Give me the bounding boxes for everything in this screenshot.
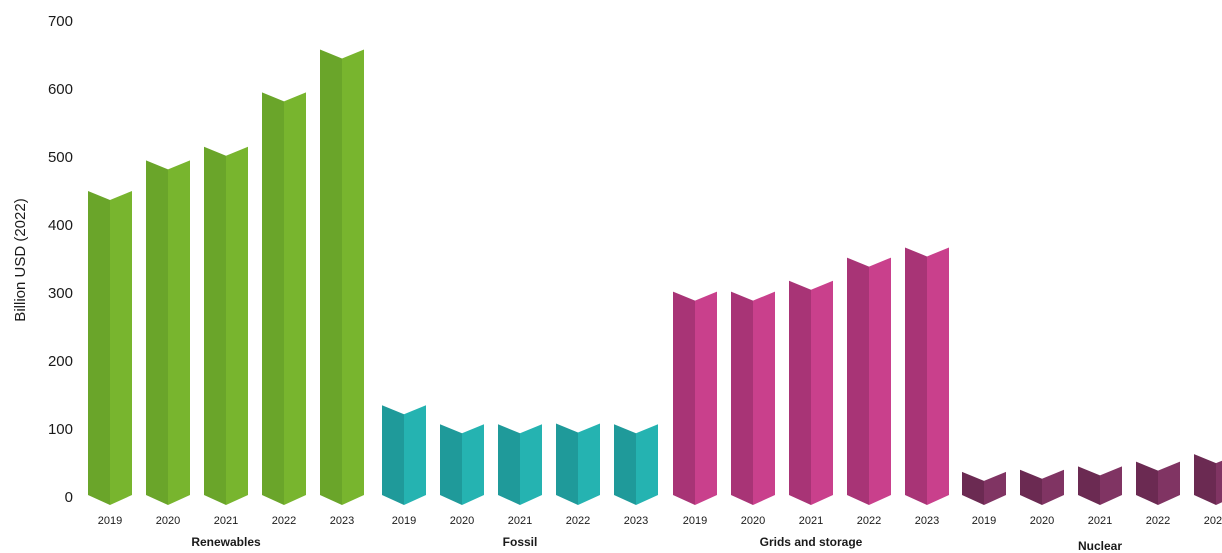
bar-right-face xyxy=(342,49,364,506)
bar-left-face xyxy=(962,471,984,505)
bar-left-face xyxy=(88,191,110,505)
y-tick-label: 0 xyxy=(65,489,73,506)
bar-right-face xyxy=(1100,466,1122,505)
x-tick-label: 2020 xyxy=(741,515,765,527)
bar-right-face xyxy=(578,423,600,505)
bar-left-face xyxy=(847,257,869,505)
y-tick-label: 100 xyxy=(48,421,73,438)
x-tick-label: 2019 xyxy=(972,515,996,527)
bar-right-face xyxy=(1158,461,1180,505)
bar-right-face xyxy=(404,405,426,505)
x-tick-label: 2019 xyxy=(683,515,707,527)
x-tick-label: 2021 xyxy=(508,515,532,527)
group-labels: Renewables Fossil Grids and storage Nuclear xyxy=(191,535,1122,553)
bars xyxy=(88,49,1222,506)
bar-right-face xyxy=(753,291,775,505)
bar-right-face xyxy=(284,92,306,506)
y-tick-label: 400 xyxy=(48,217,73,234)
bar-left-face xyxy=(1078,466,1100,505)
y-tick-label: 600 xyxy=(48,81,73,98)
bar-right-face xyxy=(927,247,949,505)
x-tick-label: 2021 xyxy=(799,515,823,527)
x-tick-label: 2023 xyxy=(624,515,648,527)
x-tick-label: 2019 xyxy=(98,515,122,527)
y-axis-title: Billion USD (2022) xyxy=(12,198,29,321)
bar-left-face xyxy=(905,247,927,505)
bar-right-face xyxy=(520,424,542,505)
x-tick-label: 2022 xyxy=(566,515,590,527)
bar-right-face xyxy=(226,146,248,506)
x-tick-label: 2021 xyxy=(1088,515,1112,527)
bar-right-face xyxy=(462,424,484,505)
bar-left-face xyxy=(320,49,342,506)
bar-left-face xyxy=(556,423,578,505)
bar-left-face xyxy=(673,291,695,505)
x-tick-label: 2019 xyxy=(392,515,416,527)
bar-right-face xyxy=(811,280,833,505)
bar-left-face xyxy=(1194,454,1216,505)
x-tick-label: 2023 xyxy=(330,515,354,527)
x-tick-label: 2022 xyxy=(272,515,296,527)
x-tick-label: 2023 xyxy=(915,515,939,527)
x-tick-label: 2020 xyxy=(1030,515,1054,527)
y-tick-label: 700 xyxy=(48,13,73,30)
bar-left-face xyxy=(614,424,636,505)
bar-left-face xyxy=(789,280,811,505)
bar-right-face xyxy=(636,424,658,505)
x-tick-label: 2023 xyxy=(1204,515,1222,527)
group-label: Nuclear xyxy=(1078,539,1122,553)
bar-left-face xyxy=(731,291,753,505)
bar-right-face xyxy=(869,257,891,505)
x-tick-label: 2021 xyxy=(214,515,238,527)
bar-right-face xyxy=(1216,460,1222,505)
x-axis-ticks: 2019 2020 2021 2022 2023 2019 2020 2021 2022 2023… xyxy=(98,515,1222,527)
bar-right-face xyxy=(1042,469,1064,505)
bar-left-face xyxy=(1136,461,1158,505)
bar-left-face xyxy=(1020,469,1042,505)
bar-right-face xyxy=(695,291,717,505)
bar-left-face xyxy=(382,405,404,505)
x-tick-label: 2020 xyxy=(156,515,180,527)
y-axis: 0 100 200 300 400 500 600 700 xyxy=(48,13,73,506)
group-label: Grids and storage xyxy=(760,535,863,549)
bar-left-face xyxy=(204,146,226,506)
bar-left-face xyxy=(146,160,168,505)
x-tick-label: 2022 xyxy=(1146,515,1170,527)
y-tick-label: 200 xyxy=(48,353,73,370)
bar-right-face xyxy=(110,191,132,505)
group-label: Renewables xyxy=(191,535,261,549)
y-tick-label: 500 xyxy=(48,149,73,166)
bar-right-face xyxy=(984,471,1006,505)
bar-left-face xyxy=(262,92,284,506)
bar-left-face xyxy=(498,424,520,505)
x-tick-label: 2022 xyxy=(857,515,881,527)
x-tick-label: 2020 xyxy=(450,515,474,527)
bar-left-face xyxy=(440,424,462,505)
y-tick-label: 300 xyxy=(48,285,73,302)
group-label: Fossil xyxy=(503,535,538,549)
bar-right-face xyxy=(168,160,190,505)
